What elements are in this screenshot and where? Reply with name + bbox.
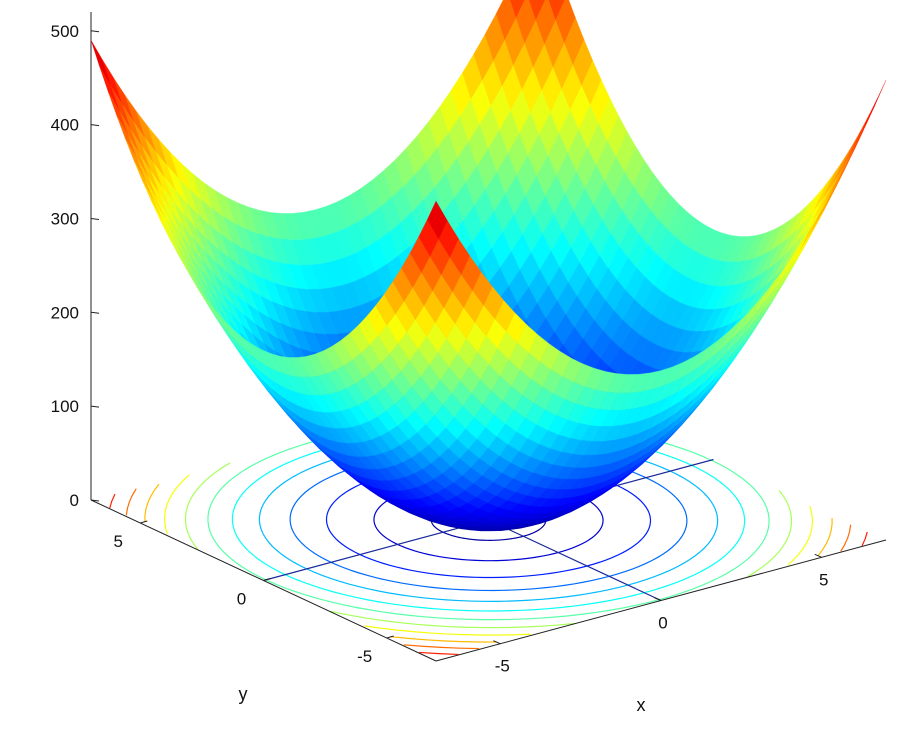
contour-line <box>125 488 137 516</box>
contour-line <box>144 483 160 522</box>
y-tick-label: 5 <box>114 532 123 551</box>
floor-axes: -5 0 5 -5 0 5 <box>90 499 887 676</box>
y-axis-label: y <box>239 684 248 704</box>
z-axis: 0 100 200 300 400 500 <box>51 12 100 510</box>
contour-line <box>840 524 852 552</box>
contour-line <box>329 610 575 629</box>
axis-labels: x y <box>239 684 646 715</box>
z-tick-label: 200 <box>51 303 79 322</box>
surface-mesh <box>90 0 887 532</box>
z-tick-mark <box>90 124 100 127</box>
y-tick-label: 0 <box>237 590 246 609</box>
z-tick-label: 0 <box>70 491 79 510</box>
contour-line <box>861 531 868 547</box>
x-tick-mark <box>814 553 822 558</box>
z-tick-mark <box>90 30 100 33</box>
surface-patch <box>427 200 448 240</box>
contour-line <box>163 474 190 535</box>
z-tick-mark <box>90 405 100 408</box>
z-tick-label: 300 <box>51 209 79 228</box>
y-tick-mark <box>386 635 394 639</box>
contour-line <box>419 651 459 656</box>
z-tick-label: 500 <box>51 22 79 41</box>
contour-line <box>109 493 116 509</box>
contour-line <box>364 625 531 636</box>
y-tick-mark <box>140 520 148 524</box>
contour-line <box>184 462 231 550</box>
y-tick-label: -5 <box>357 647 372 666</box>
x-tick-mark <box>493 640 501 645</box>
x-tick-label: 5 <box>819 570 828 589</box>
contour-line <box>817 518 833 557</box>
x-axis-label: x <box>637 695 646 715</box>
x-tick-mark <box>653 597 662 601</box>
x-tick-label: 0 <box>658 614 667 633</box>
contour-line <box>390 636 498 643</box>
y-tick-mark <box>263 578 271 581</box>
z-tick-label: 100 <box>51 397 79 416</box>
contour-line <box>787 505 814 566</box>
x-tick-label: -5 <box>495 657 510 676</box>
z-tick-label: 400 <box>51 116 79 135</box>
contour-line <box>403 644 479 650</box>
contour-line <box>746 490 793 578</box>
z-tick-mark <box>90 217 100 220</box>
z-tick-mark <box>90 311 100 314</box>
